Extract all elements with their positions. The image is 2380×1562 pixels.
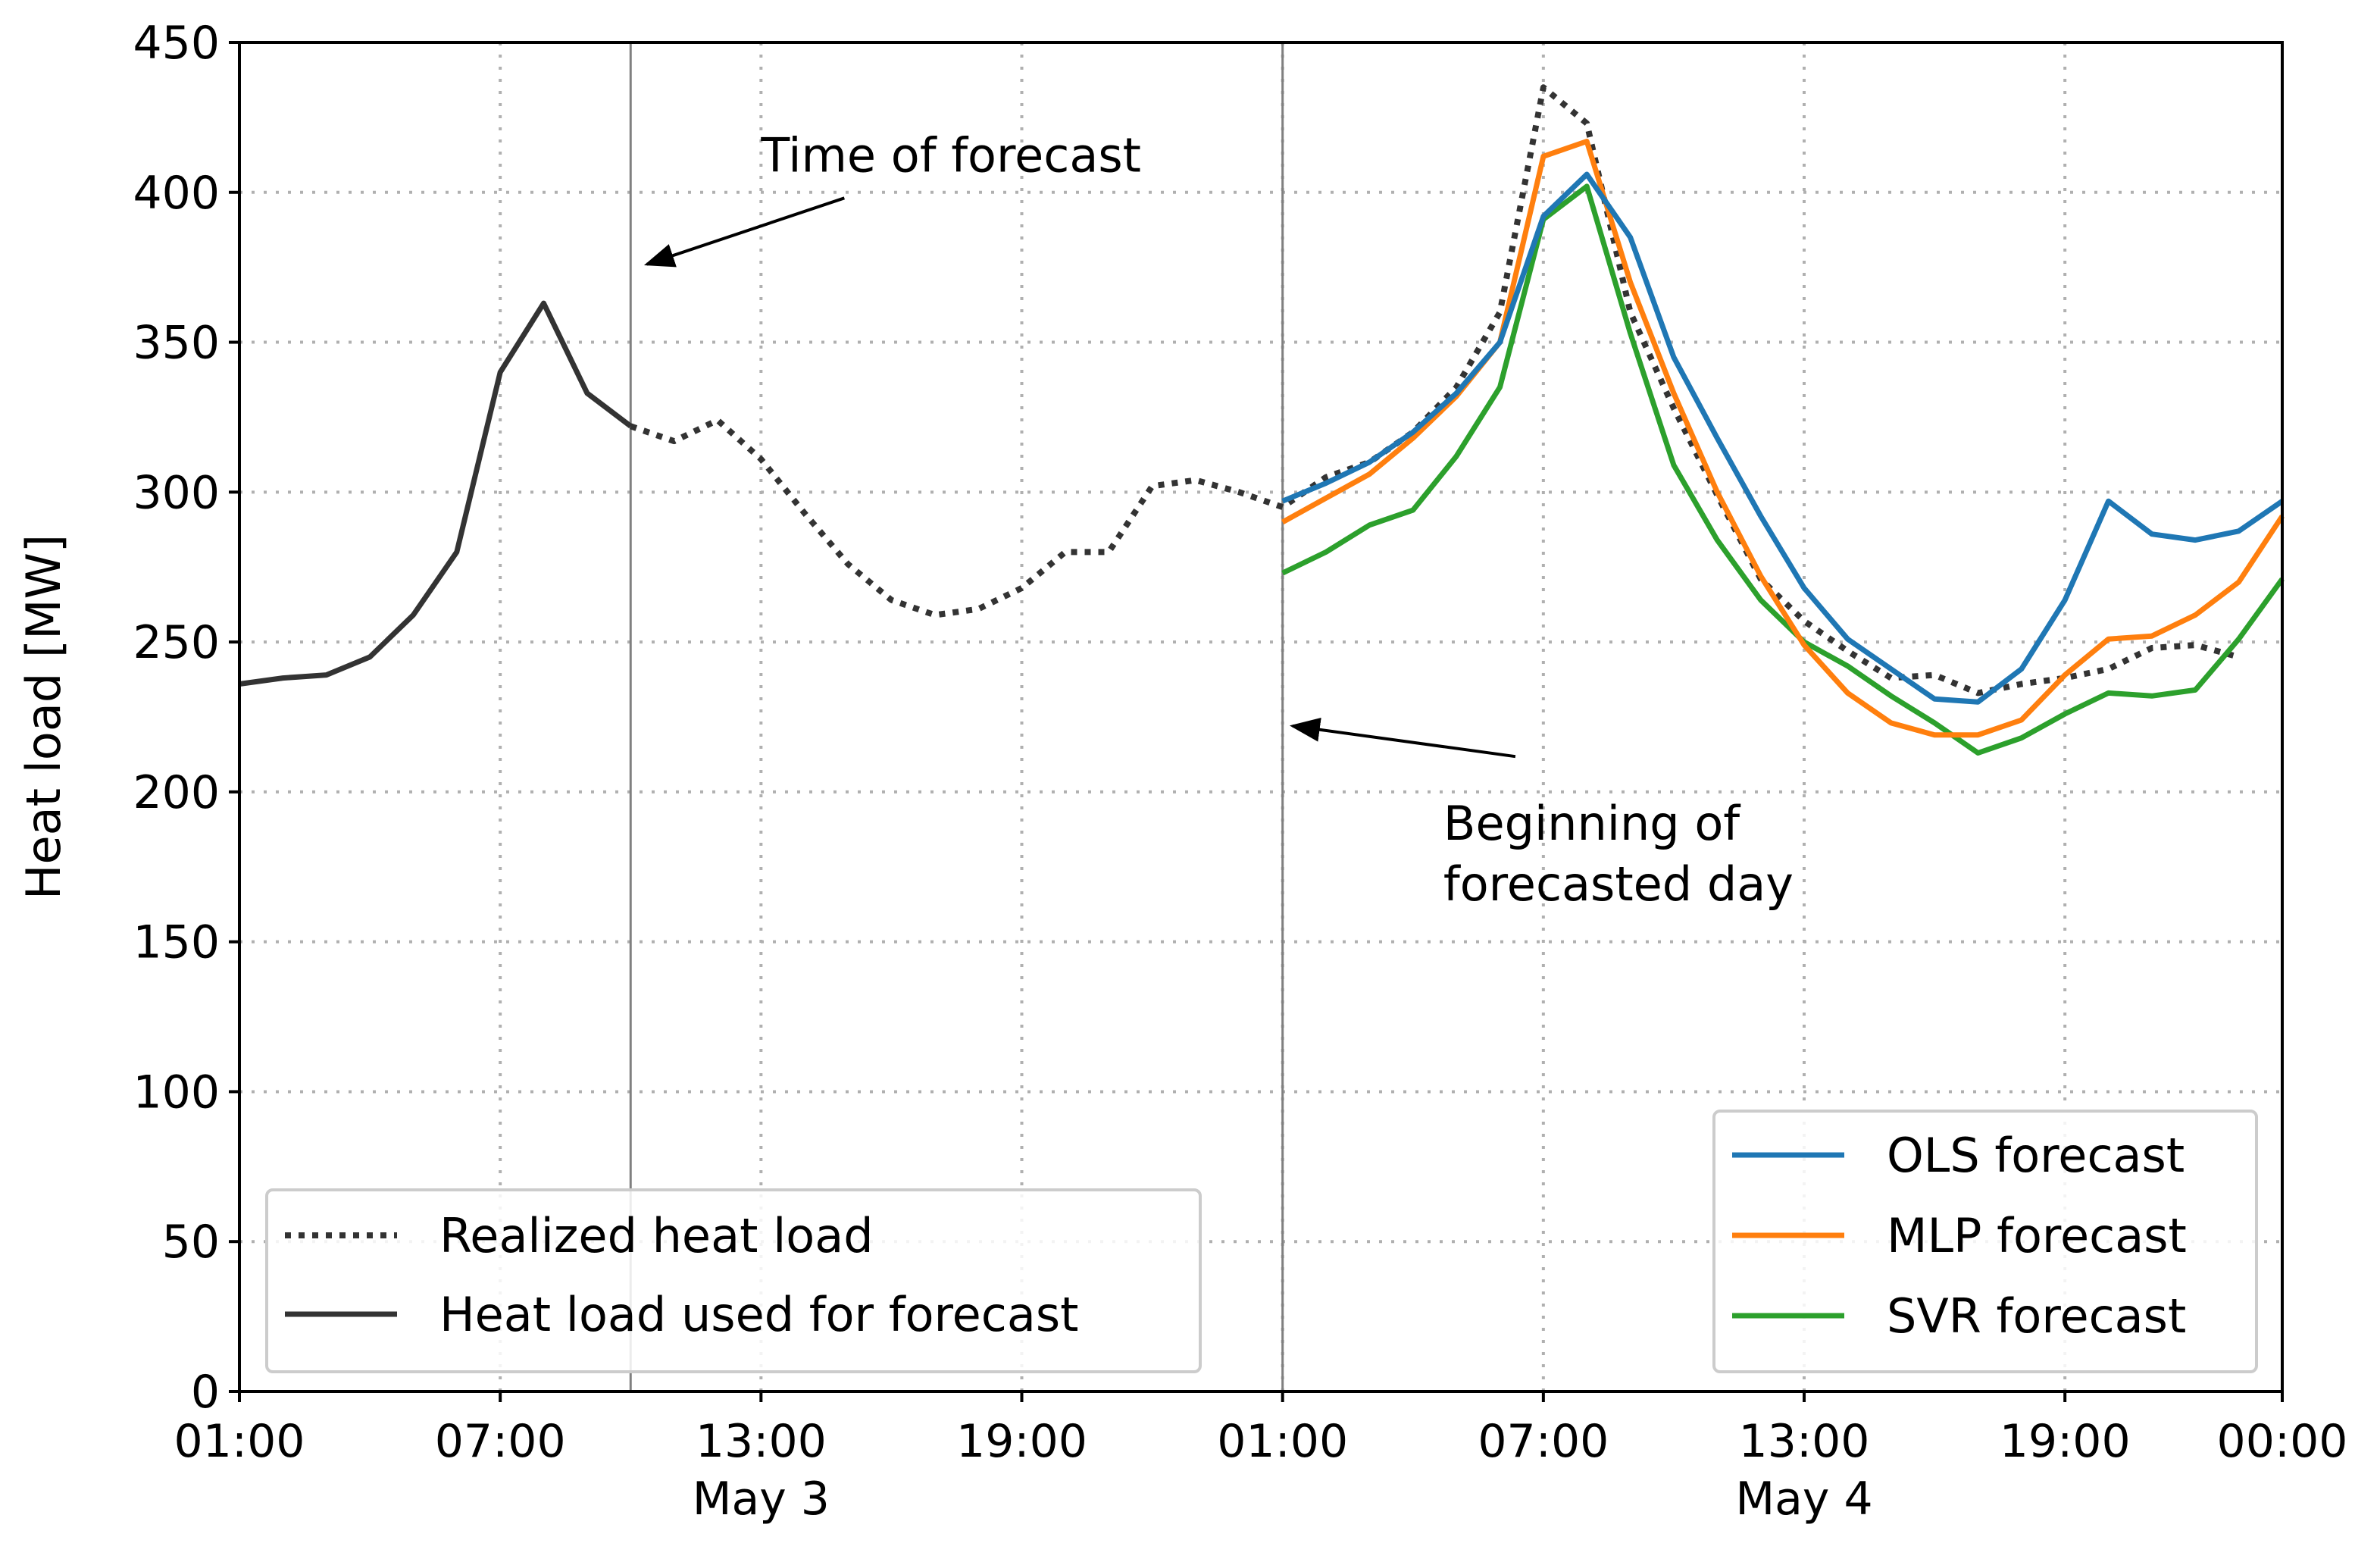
y-tick-label-0: 0: [191, 1366, 220, 1419]
legend-lower-right-label-svr-forecast: SVR forecast: [1887, 1288, 2186, 1344]
annotation-arrow-beginning: [1289, 717, 1516, 759]
x-tick-label-8: 00:00: [2217, 1415, 2348, 1468]
x-tick-label-2: 13:00: [696, 1415, 827, 1468]
x-tick-label-5: 07:00: [1478, 1415, 1609, 1468]
x-tick-label-6: 13:00: [1739, 1415, 1870, 1468]
y-tick-label-300: 300: [133, 466, 220, 519]
y-tick-label-150: 150: [133, 916, 220, 969]
y-tick-label-350: 350: [133, 317, 220, 370]
x-tick-label-1: 07:00: [435, 1415, 566, 1468]
date-label-1: May 4: [1735, 1473, 1872, 1526]
tick-layer: 0 50 100 150 200 250 300 350 400 450 01:00 07:00 13:…: [133, 17, 2347, 1526]
legend-lower-right-box: [1712, 1110, 2258, 1373]
vertical-markers: [629, 42, 1284, 1391]
y-tick-label-100: 100: [133, 1066, 220, 1119]
series-line-heat-load-used-for-forecast: [239, 300, 633, 687]
plot-frame: [238, 41, 2284, 1393]
series-line-ols-forecast: [1281, 171, 2284, 705]
annotation-arrow-time-of-forecast: [643, 196, 845, 268]
y-tick-label-50: 50: [162, 1216, 220, 1269]
legend-lower-right-label-mlp-forecast: MLP forecast: [1887, 1208, 2187, 1263]
y-axis-title: Heat load [MW]: [16, 534, 71, 900]
series-layer: [239, 84, 2285, 756]
annotation-beginning-line-1: forecasted day: [1443, 856, 1794, 912]
x-tick-label-3: 19:00: [956, 1415, 1087, 1468]
legend-lower-left-label-heat-load-used-for-forecast: Heat load used for forecast: [439, 1287, 1078, 1342]
series-line-svr-forecast: [1281, 183, 2285, 756]
date-label-0: May 3: [693, 1473, 830, 1526]
annotation-time-of-forecast: Time of forecast: [760, 127, 1141, 183]
annotation-beginning-line-0: Beginning of: [1443, 796, 1741, 851]
legend-lower-left-label-realized-heat-load: Realized heat load: [439, 1208, 874, 1263]
x-tick-label-7: 19:00: [2000, 1415, 2131, 1468]
legend-lower-left-box: [265, 1188, 1202, 1373]
legend-layer: Realized heat load Heat load used for for…: [265, 1110, 2258, 1373]
x-tick-label-4: 01:00: [1217, 1415, 1348, 1468]
y-tick-label-400: 400: [133, 167, 220, 220]
y-tick-label-200: 200: [133, 766, 220, 819]
y-tick-label-250: 250: [133, 616, 220, 669]
legend-lower-right-label-ols-forecast: OLS forecast: [1887, 1128, 2185, 1183]
x-tick-label-0: 01:00: [174, 1415, 305, 1468]
y-tick-label-450: 450: [133, 17, 220, 70]
